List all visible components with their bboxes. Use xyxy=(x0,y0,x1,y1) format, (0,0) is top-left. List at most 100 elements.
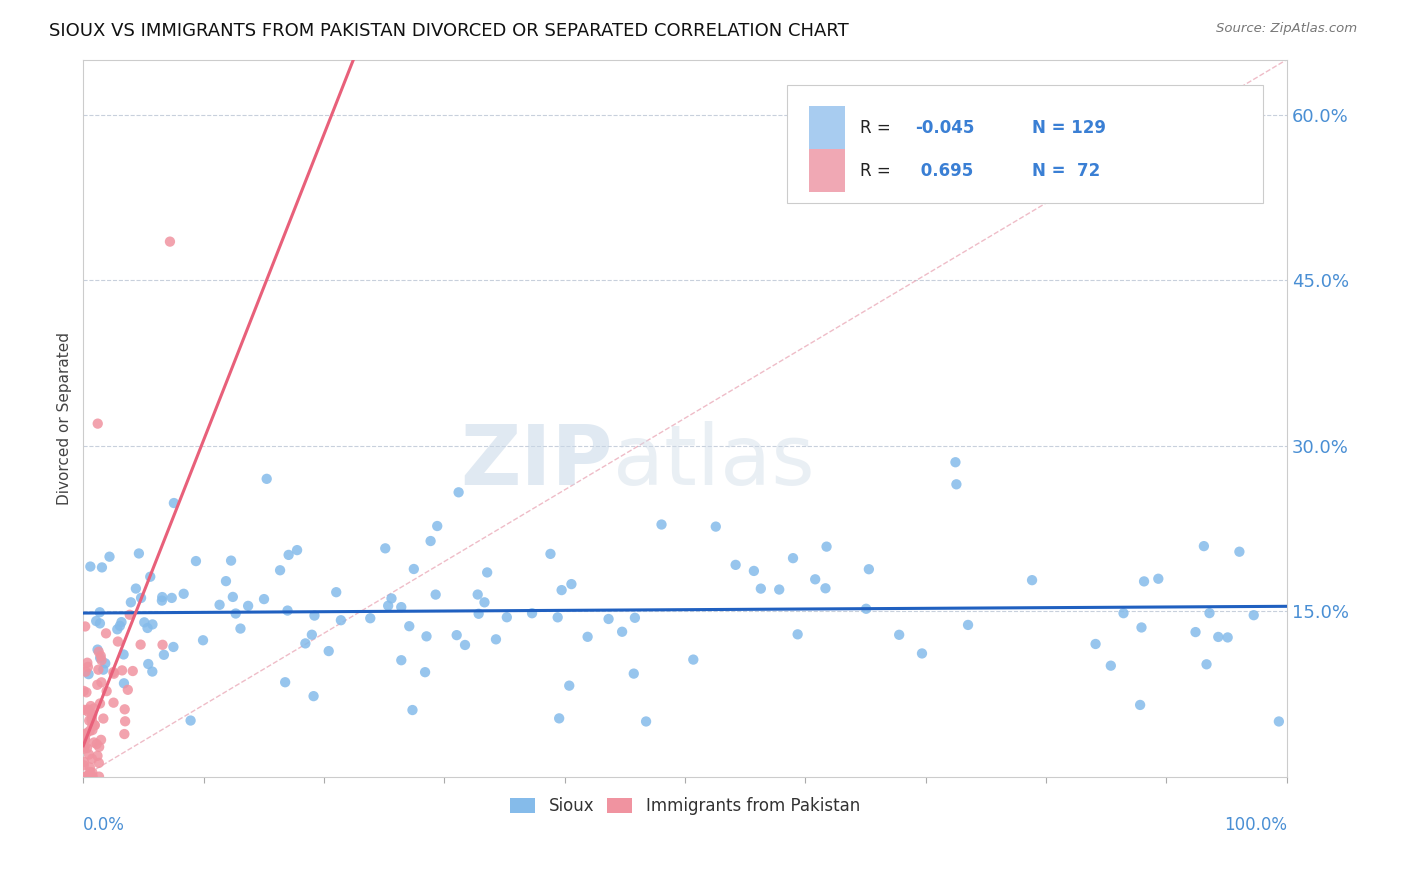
Point xyxy=(222,590,245,604)
Point xyxy=(1099,658,1122,673)
Point xyxy=(815,540,838,554)
Point xyxy=(87,663,110,677)
Point xyxy=(215,574,238,589)
Text: 100.0%: 100.0% xyxy=(1223,816,1286,834)
Point xyxy=(73,684,96,698)
Point xyxy=(79,723,101,738)
Point xyxy=(1198,606,1220,620)
Point xyxy=(136,621,159,635)
Point xyxy=(610,624,633,639)
Point xyxy=(89,697,111,711)
Point xyxy=(180,714,202,728)
Point xyxy=(454,638,477,652)
Point xyxy=(72,703,94,717)
Text: 0.0%: 0.0% xyxy=(83,816,125,834)
Point xyxy=(75,665,97,679)
Point xyxy=(75,727,97,741)
Point xyxy=(87,417,110,431)
Point xyxy=(786,627,808,641)
Point xyxy=(112,676,135,690)
Point xyxy=(76,702,98,716)
Point xyxy=(75,726,97,740)
Point xyxy=(269,563,291,577)
Point xyxy=(108,619,131,633)
Point xyxy=(467,607,489,621)
Point xyxy=(945,477,967,491)
Point xyxy=(152,638,174,652)
Point xyxy=(374,541,396,556)
Point xyxy=(624,611,647,625)
Point xyxy=(75,685,97,699)
Point xyxy=(125,582,148,596)
Point xyxy=(86,748,108,763)
Point xyxy=(682,652,704,666)
Point xyxy=(87,756,110,770)
Point xyxy=(103,696,125,710)
Point xyxy=(86,737,108,751)
Point xyxy=(90,675,112,690)
Point xyxy=(94,626,117,640)
Point xyxy=(90,732,112,747)
Point xyxy=(118,607,141,622)
Text: Source: ZipAtlas.com: Source: ZipAtlas.com xyxy=(1216,22,1357,36)
Point xyxy=(129,638,152,652)
Point xyxy=(73,741,96,756)
Point xyxy=(103,665,125,680)
Text: R =: R = xyxy=(859,119,896,136)
Point xyxy=(91,560,114,574)
Text: 0.695: 0.695 xyxy=(915,161,973,180)
Point xyxy=(139,570,162,584)
Point xyxy=(426,519,449,533)
Point xyxy=(277,548,299,562)
Point xyxy=(208,598,231,612)
Y-axis label: Divorced or Separated: Divorced or Separated xyxy=(58,332,72,505)
Point xyxy=(294,636,316,650)
Point xyxy=(236,599,259,613)
Point xyxy=(136,657,159,671)
Point xyxy=(77,667,100,681)
Point xyxy=(1206,630,1229,644)
Text: N = 129: N = 129 xyxy=(1032,119,1105,136)
Point xyxy=(1130,620,1153,634)
Point xyxy=(389,653,412,667)
Point xyxy=(76,656,98,670)
Point xyxy=(103,666,125,681)
Point xyxy=(76,770,98,784)
FancyBboxPatch shape xyxy=(808,106,845,149)
Point xyxy=(153,648,176,662)
Point xyxy=(77,660,100,674)
Point xyxy=(377,599,399,613)
Point xyxy=(76,741,98,756)
Point xyxy=(256,472,278,486)
Point xyxy=(650,517,672,532)
Point xyxy=(550,583,572,598)
Point xyxy=(110,615,132,629)
Point xyxy=(94,657,117,671)
Point xyxy=(576,630,599,644)
Point xyxy=(89,651,111,665)
Text: N =  72: N = 72 xyxy=(1032,161,1099,180)
Point xyxy=(1133,574,1156,589)
Point xyxy=(858,562,880,576)
Point xyxy=(112,648,135,662)
Point xyxy=(401,703,423,717)
Point xyxy=(636,714,658,729)
Point xyxy=(1147,572,1170,586)
Point xyxy=(184,554,207,568)
Point xyxy=(814,582,837,596)
Legend: Sioux, Immigrants from Pakistan: Sioux, Immigrants from Pakistan xyxy=(503,790,866,822)
Point xyxy=(79,559,101,574)
Point xyxy=(742,564,765,578)
Point xyxy=(359,611,381,625)
Point xyxy=(548,711,571,725)
Point xyxy=(302,689,325,703)
FancyBboxPatch shape xyxy=(787,85,1263,203)
Point xyxy=(83,718,105,732)
Point xyxy=(285,543,308,558)
Point xyxy=(446,628,468,642)
Point xyxy=(1216,631,1239,645)
Point xyxy=(173,587,195,601)
Point xyxy=(380,591,402,606)
Point xyxy=(485,632,508,647)
Point xyxy=(1021,573,1043,587)
